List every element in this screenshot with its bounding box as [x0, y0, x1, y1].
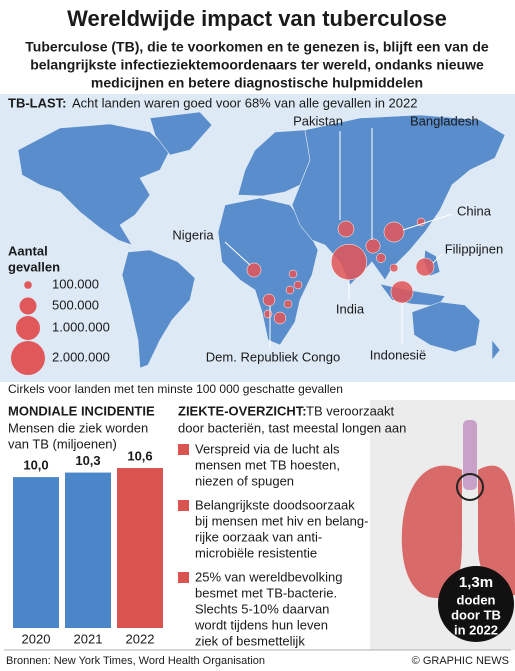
stat-text: doden: [457, 592, 496, 607]
case-bubble: [390, 280, 414, 304]
stat-text: 1,3m: [459, 574, 493, 591]
case-bubble: [273, 311, 287, 325]
case-bubble: [285, 285, 295, 295]
leader-line: [402, 213, 453, 231]
legend-label: 500.000: [52, 297, 99, 312]
subtitle: Tuberculose (TB), die te voorkomen en te…: [25, 39, 489, 55]
legend-label: 100.000: [52, 276, 99, 291]
bullet-text: microbiële resistentie: [195, 545, 317, 560]
bullet-text: Belangrijkste doodsoorzaak: [195, 497, 355, 512]
overview-label: ZIEKTE-OVERZICHT:: [178, 403, 307, 418]
bullet-text: Slechts 5-10% daarvan: [195, 601, 329, 616]
map-heading: Acht landen waren goed voor 68% van alle…: [72, 95, 417, 110]
legend-bubble: [15, 315, 41, 341]
bullet-text: bij mensen met hiv en belang-: [195, 513, 368, 528]
world-map: [17, 111, 506, 369]
case-bubble: [293, 280, 303, 290]
bullet: [178, 500, 189, 511]
bullet: [178, 444, 189, 455]
legend-label: 1.000.000: [52, 319, 110, 334]
x-tick-label: 2022: [126, 631, 155, 646]
value-label: 10,6: [127, 448, 152, 463]
legend-bubble: [19, 297, 37, 315]
stat-text: in 2022: [454, 622, 498, 637]
country-label: Indonesië: [370, 347, 426, 362]
source: Bronnen: New York Times, Word Health Org…: [6, 655, 265, 667]
bar: [117, 468, 163, 628]
bullet-text: mensen met TB hoesten,: [195, 457, 340, 472]
legend-label: 2.000.000: [52, 349, 110, 364]
bullet-text: wordt tijdens hun leven: [194, 617, 328, 632]
overview-title: door bacteriën, tast meestal longen aan: [178, 420, 406, 435]
stat-badge: [438, 566, 514, 642]
leader-line: [432, 253, 443, 264]
case-bubble: [263, 309, 273, 319]
subtitle: belangrijkste infectieziektemoordenaars …: [30, 57, 484, 73]
credit: © GRAPHIC NEWS: [412, 655, 509, 667]
country-label: Pakistan: [293, 113, 343, 128]
case-bubble: [330, 243, 368, 281]
country-label: China: [457, 203, 492, 218]
bar: [13, 477, 59, 628]
country-label: Filippijnen: [445, 241, 504, 256]
legend-bubble: [11, 341, 45, 375]
bullet-text: Verspreid via de lucht als: [195, 441, 340, 456]
case-bubble: [246, 262, 262, 278]
case-bubble: [365, 238, 381, 254]
country-label: Nigeria: [172, 227, 214, 242]
map-heading-label: TB-LAST:: [8, 95, 67, 110]
legend-bubble: [24, 281, 32, 289]
x-tick-label: 2021: [74, 631, 103, 646]
bullet-text: 25% van wereldbevolking: [195, 569, 342, 584]
bullet: [178, 572, 189, 583]
title: Wereldwijde impact van tuberculose: [67, 6, 447, 31]
legend-title: gevallen: [8, 259, 60, 274]
country-label: India: [336, 301, 365, 316]
overview-title: TB veroorzaakt: [306, 403, 395, 418]
chart-subtitle: van TB (miljoenen): [8, 436, 117, 451]
subtitle: medicijnen en betere diagnostische hulpm…: [91, 75, 423, 91]
bullet-text: ziek of besmettelijk: [195, 633, 305, 648]
chart-title: MONDIALE INCIDENTIE: [8, 403, 155, 418]
country-label: Dem. Republiek Congo: [206, 349, 340, 364]
case-bubble: [376, 253, 386, 263]
case-bubble: [337, 220, 355, 238]
country-label: Bangladesh: [410, 113, 479, 128]
value-label: 10,3: [75, 453, 100, 468]
chart-subtitle: Mensen die ziek worden: [8, 420, 148, 435]
case-bubble: [288, 269, 298, 279]
case-bubble: [383, 221, 405, 243]
bullet-text: besmet met TB-bacterie.: [195, 585, 337, 600]
map-note: Cirkels voor landen met ten minste 100 0…: [8, 382, 343, 396]
leader-line: [224, 241, 251, 266]
case-bubble: [283, 299, 293, 309]
case-bubble: [262, 293, 276, 307]
x-tick-label: 2020: [22, 631, 51, 646]
bar: [65, 472, 111, 628]
legend-title: Aantal: [8, 243, 48, 258]
stat-text: door TB: [451, 607, 501, 622]
case-bubble: [415, 257, 435, 277]
bullet-text: rijke oorzaak van anti-: [195, 529, 322, 544]
value-label: 10,0: [23, 458, 48, 473]
lungs-illustration: [401, 420, 515, 599]
case-bubble: [389, 263, 399, 273]
bullet-text: niezen of spugen: [195, 473, 294, 488]
